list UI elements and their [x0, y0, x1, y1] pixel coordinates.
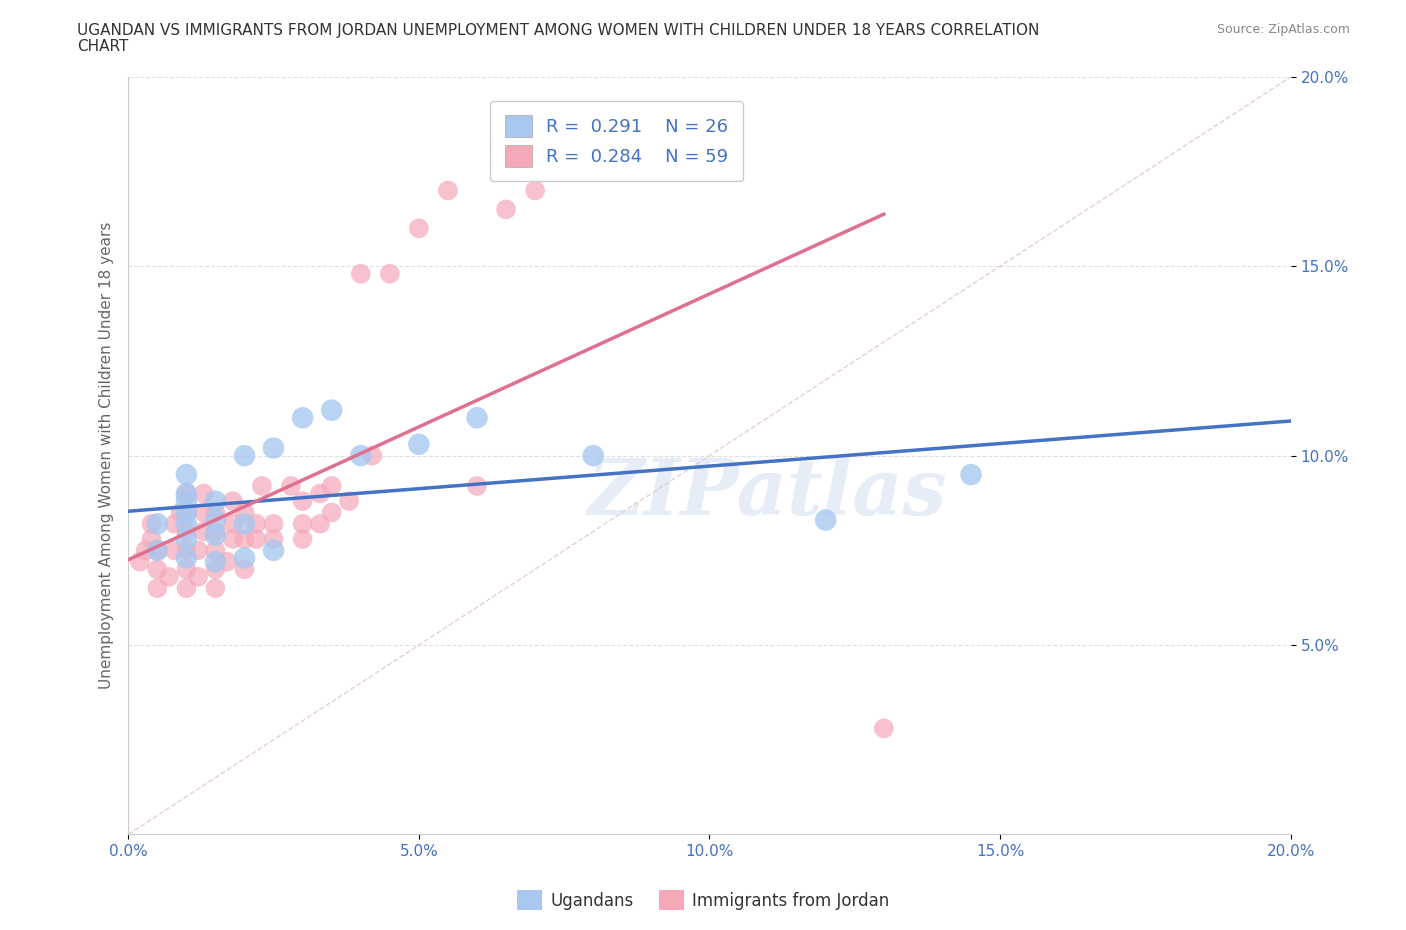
Point [193, 524, 215, 538]
Point [233, 448, 256, 463]
Point [245, 516, 267, 531]
Point [176, 486, 198, 501]
Y-axis label: Unemployment Among Women with Children Under 18 years: Unemployment Among Women with Children U… [100, 222, 114, 689]
Point [263, 516, 285, 531]
Point [141, 516, 163, 531]
Point [280, 479, 302, 494]
Point [233, 505, 256, 520]
Point [408, 437, 430, 452]
Point [321, 403, 343, 418]
Point [291, 532, 314, 547]
Point [176, 486, 198, 501]
Point [222, 532, 245, 547]
Point [215, 554, 238, 569]
Point [176, 505, 198, 520]
Point [437, 183, 460, 198]
Point [291, 516, 314, 531]
Point [350, 266, 373, 281]
Point [309, 486, 332, 501]
Point [222, 494, 245, 509]
Point [169, 505, 191, 520]
Point [263, 532, 285, 547]
Point [146, 543, 169, 558]
Legend: Ugandans, Immigrants from Jordan: Ugandans, Immigrants from Jordan [510, 884, 896, 917]
Point [582, 145, 605, 160]
Point [176, 562, 198, 577]
Point [193, 505, 215, 520]
Point [465, 410, 488, 425]
Point [146, 581, 169, 596]
Point [146, 543, 169, 558]
Point [873, 721, 896, 736]
Point [141, 532, 163, 547]
Point [960, 467, 983, 482]
Point [146, 562, 169, 577]
Point [233, 532, 256, 547]
Point [176, 532, 198, 547]
Point [176, 551, 198, 565]
Point [204, 527, 226, 542]
Point [204, 543, 226, 558]
Point [204, 505, 226, 520]
Point [465, 479, 488, 494]
Point [291, 494, 314, 509]
Point [157, 569, 180, 584]
Point [291, 410, 314, 425]
Point [495, 202, 517, 217]
Point [176, 543, 198, 558]
Point [176, 494, 198, 509]
Point [378, 266, 401, 281]
Point [163, 543, 186, 558]
Text: ZIPatlas: ZIPatlas [588, 456, 948, 532]
Point [321, 479, 343, 494]
Point [582, 448, 605, 463]
Point [204, 512, 226, 527]
Point [176, 516, 198, 531]
Point [146, 516, 169, 531]
Point [128, 554, 150, 569]
Text: Source: ZipAtlas.com: Source: ZipAtlas.com [1216, 23, 1350, 36]
Point [245, 532, 267, 547]
Point [233, 551, 256, 565]
Point [321, 505, 343, 520]
Point [163, 516, 186, 531]
Point [204, 524, 226, 538]
Point [204, 554, 226, 569]
Text: UGANDAN VS IMMIGRANTS FROM JORDAN UNEMPLOYMENT AMONG WOMEN WITH CHILDREN UNDER 1: UGANDAN VS IMMIGRANTS FROM JORDAN UNEMPL… [77, 23, 1039, 38]
Point [408, 221, 430, 236]
Point [176, 581, 198, 596]
Point [176, 524, 198, 538]
Point [263, 543, 285, 558]
Point [250, 479, 273, 494]
Point [814, 512, 837, 527]
Legend: R =  0.291    N = 26, R =  0.284    N = 59: R = 0.291 N = 26, R = 0.284 N = 59 [491, 101, 742, 181]
Point [193, 486, 215, 501]
Point [524, 183, 547, 198]
Point [187, 543, 209, 558]
Point [135, 543, 157, 558]
Point [187, 569, 209, 584]
Point [350, 448, 373, 463]
Point [204, 494, 226, 509]
Point [233, 516, 256, 531]
Point [204, 581, 226, 596]
Point [361, 448, 384, 463]
Point [176, 467, 198, 482]
Point [640, 145, 662, 160]
Point [233, 562, 256, 577]
Text: CHART: CHART [77, 39, 129, 54]
Point [204, 562, 226, 577]
Point [222, 516, 245, 531]
Point [309, 516, 332, 531]
Point [337, 494, 360, 509]
Point [263, 441, 285, 456]
Point [176, 505, 198, 520]
